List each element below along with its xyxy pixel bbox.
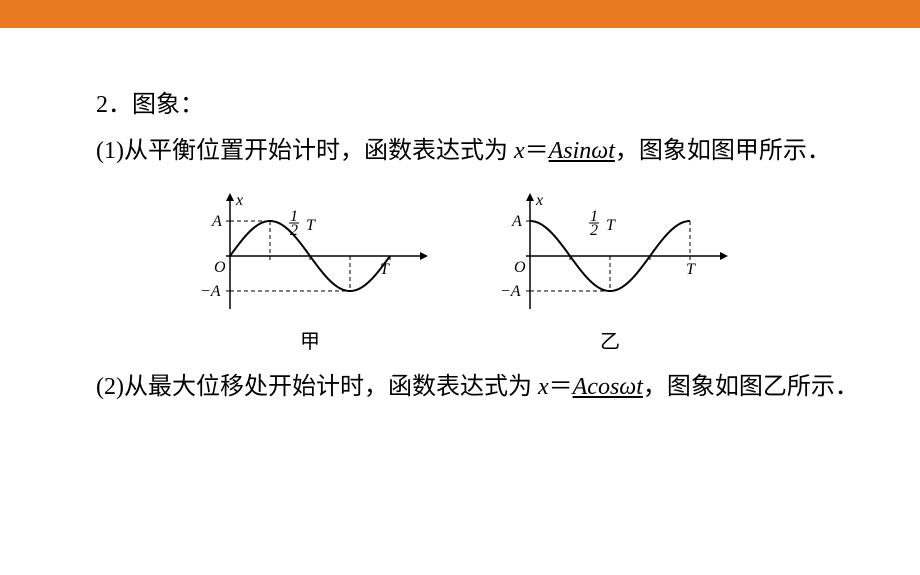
item2-prefix: (2)从最大位移处开始计时，函数表达式为	[96, 374, 538, 400]
top-orange-bar	[0, 0, 920, 28]
item2-suffix: ，图象如图乙所示．	[643, 374, 859, 400]
heading-text: 2．图象：	[96, 92, 204, 118]
svg-text:T: T	[306, 217, 316, 234]
svg-text:x: x	[535, 192, 543, 209]
item1-x: x	[514, 138, 525, 164]
item1-prefix: (1)从平衡位置开始计时，函数表达式为	[96, 138, 514, 164]
svg-text:T: T	[606, 217, 616, 234]
svg-text:2: 2	[590, 222, 598, 239]
item1-underlined: Asinωt	[549, 138, 615, 164]
svg-text:2: 2	[290, 222, 298, 239]
chart-jia-caption: 甲	[300, 325, 320, 354]
charts-row: xtA−AO12TT 甲 xtA−AO12TT 乙	[48, 181, 872, 354]
item-1: (1)从平衡位置开始计时，函数表达式为 x＝Asinωt，图象如图甲所示．	[48, 132, 872, 172]
svg-text:T: T	[686, 261, 696, 278]
item1-eq: ＝	[525, 138, 549, 164]
chart-yi: xtA−AO12TT	[490, 181, 730, 321]
item2-x: x	[538, 374, 549, 400]
item2-underlined: Acosωt	[573, 374, 643, 400]
item1-formula: x＝Asinωt	[514, 138, 615, 164]
svg-text:x: x	[235, 192, 243, 209]
chart-jia-block: xtA−AO12TT 甲	[190, 181, 430, 354]
chart-yi-block: xtA−AO12TT 乙	[490, 181, 730, 354]
item2-formula: x＝Acosωt	[538, 374, 643, 400]
svg-text:O: O	[214, 259, 226, 276]
item2-eq: ＝	[549, 374, 573, 400]
svg-text:−A: −A	[200, 283, 221, 300]
svg-text:O: O	[514, 259, 526, 276]
heading-line: 2．图象：	[48, 86, 872, 126]
svg-text:T: T	[380, 261, 390, 278]
svg-text:A: A	[511, 213, 522, 230]
svg-text:A: A	[211, 213, 222, 230]
svg-text:−A: −A	[500, 283, 521, 300]
item-2: (2)从最大位移处开始计时，函数表达式为 x＝Acosωt，图象如图乙所示．	[48, 368, 872, 408]
slide-content: 2．图象： (1)从平衡位置开始计时，函数表达式为 x＝Asinωt，图象如图甲…	[0, 28, 920, 408]
chart-jia: xtA−AO12TT	[190, 181, 430, 321]
item1-suffix: ，图象如图甲所示．	[615, 138, 831, 164]
chart-yi-caption: 乙	[600, 325, 620, 354]
